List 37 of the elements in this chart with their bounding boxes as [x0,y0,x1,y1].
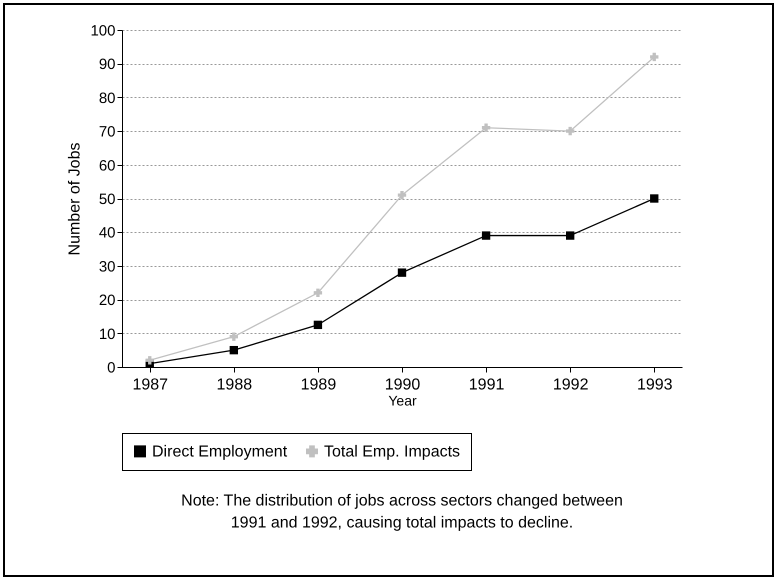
y-tick-label: 70 [98,124,116,141]
point [314,320,322,330]
y-axis-title: Number of Jobs [66,142,84,256]
x-tick-label: 1990 [384,376,420,394]
text: 1991 and 1992, causing total impacts to decline. [230,514,574,532]
point [482,231,490,240]
y-tick-label: 40 [98,224,116,242]
y-tick-label: 100 [90,22,116,40]
x-axis-title: Year [388,392,417,408]
y-tick-label: 20 [98,292,116,310]
text: Note: The distribution of jobs across sectors changed between [181,492,623,510]
point [146,356,154,364]
legend-label: Direct Employment [152,443,288,460]
y-tick-label: 90 [98,56,116,74]
point [566,126,574,136]
point [398,268,406,277]
point [230,332,238,341]
point [650,194,658,203]
x-tick-label: 1988 [216,376,252,394]
x-tick-label: 1989 [300,376,336,394]
y-tick-label: 50 [98,191,116,208]
legend-label: Total Emp. Impacts [324,443,460,460]
y-tick-label: 10 [98,326,116,343]
y-tick-label: 0 [107,360,116,376]
x-tick-label: 1987 [132,376,168,394]
point [650,52,658,62]
y-tick-label: 80 [98,90,116,107]
y-tick-label: 30 [98,258,116,276]
x-tick-label: 1993 [636,376,673,394]
x-tick-label: 1992 [552,376,589,394]
point [230,346,238,354]
point [566,231,574,240]
point [482,124,490,132]
y-tick-label: 60 [98,157,116,174]
point [314,288,322,298]
point [398,190,406,200]
x-tick-label: 1991 [468,376,504,394]
